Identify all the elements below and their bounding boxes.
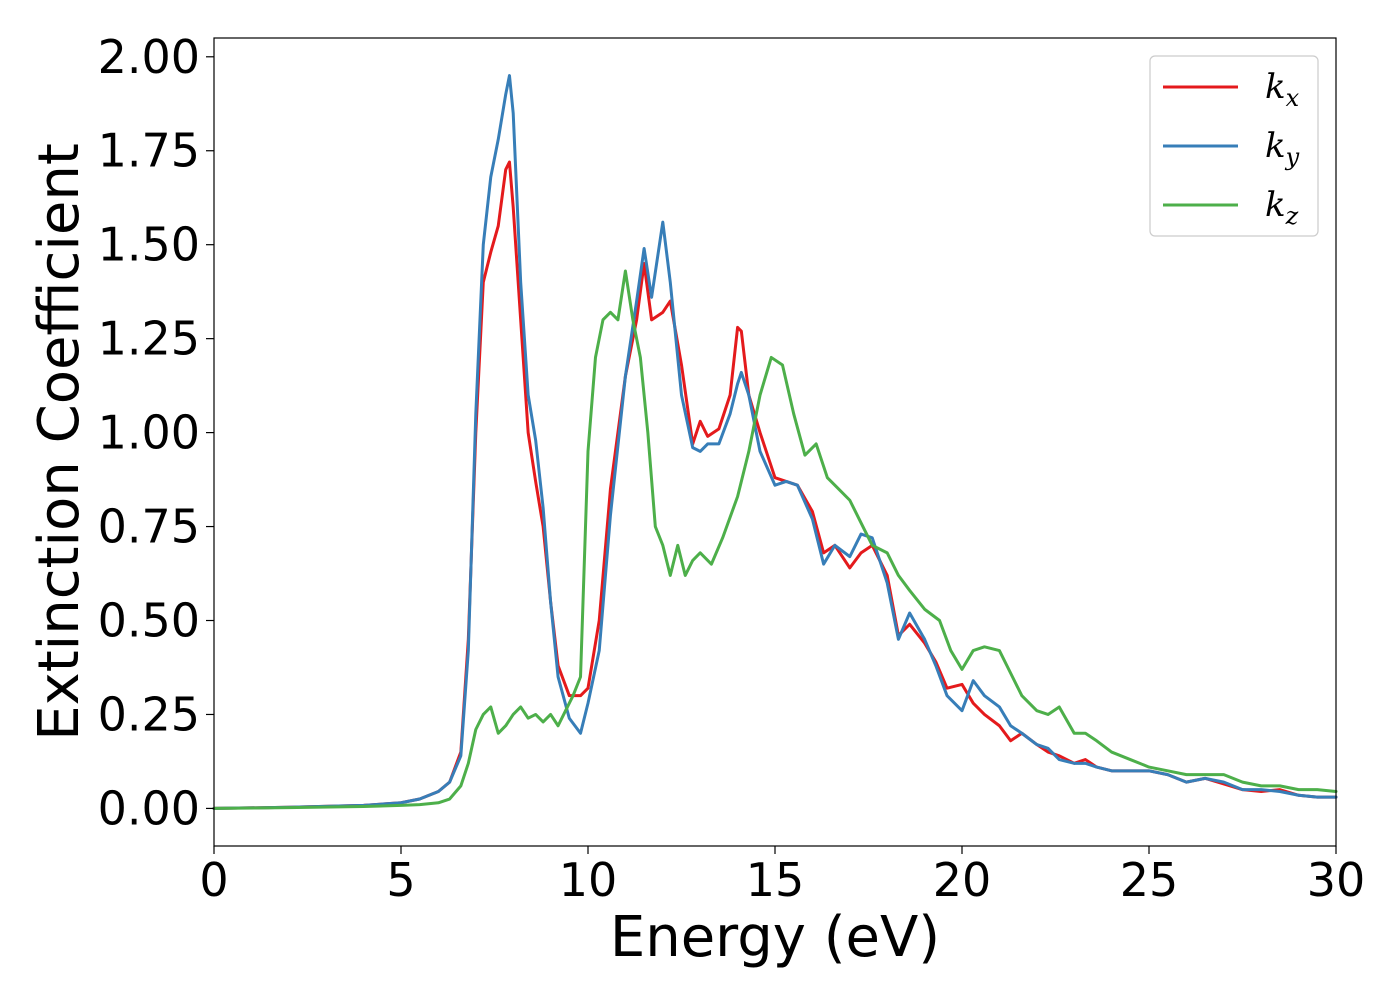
x-tick-label: 5 — [386, 853, 415, 907]
x-tick-label: 30 — [1307, 853, 1366, 907]
y-tick-label: 2.00 — [98, 30, 200, 84]
x-axis-title: Energy (eV) — [610, 905, 940, 970]
x-tick-label: 15 — [746, 853, 805, 907]
series-layer — [212, 74, 1338, 810]
x-axis: 0 5 10 15 20 25 30 — [199, 846, 1365, 907]
x-tick-label: 20 — [933, 853, 992, 907]
legend-label-ky: ky — [1265, 126, 1300, 171]
y-tick-label: 1.25 — [98, 312, 200, 366]
x-tick-label: 0 — [199, 853, 228, 907]
y-tick-label: 1.00 — [98, 406, 200, 460]
y-tick-label: 1.50 — [98, 218, 200, 272]
x-tick-label: 25 — [1120, 853, 1179, 907]
y-tick-label: 1.75 — [98, 124, 200, 178]
y-tick-label: 0.25 — [98, 687, 200, 741]
series-line-ky — [212, 74, 1338, 810]
legend: kx ky kz — [1149, 55, 1319, 237]
y-axis-title: Extinction Coefficient — [27, 143, 92, 741]
legend-label-kz: kz — [1265, 185, 1299, 230]
y-tick-label: 0.50 — [98, 594, 200, 648]
y-tick-label: 0.00 — [98, 781, 200, 835]
y-tick-label: 0.75 — [98, 500, 200, 554]
legend-label-kx: kx — [1265, 67, 1300, 112]
x-tick-label: 10 — [559, 853, 618, 907]
y-axis: 0.00 0.25 0.50 0.75 1.00 1.25 1.50 1.75 2.00 — [98, 30, 214, 835]
series-line-kz — [212, 269, 1338, 810]
